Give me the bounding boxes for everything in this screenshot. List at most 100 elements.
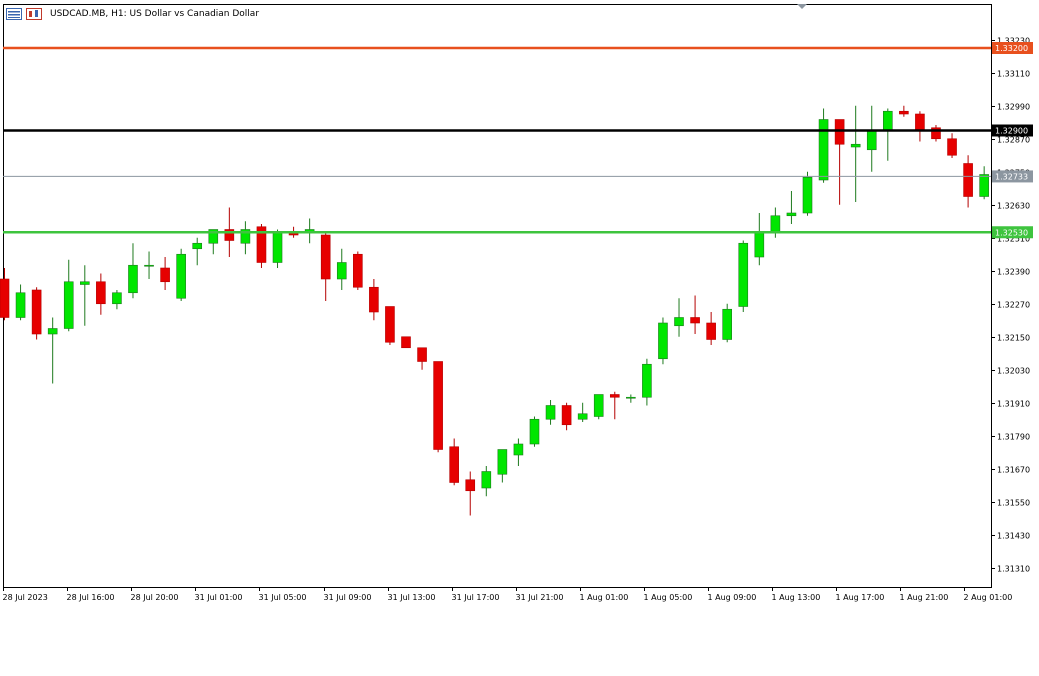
y-tick-label: 1.31670 [997,466,1030,475]
x-tick-label: 1 Aug 05:00 [644,593,693,602]
candle-body[interactable] [561,405,572,426]
plot-border [3,4,992,588]
candle-body[interactable] [31,289,42,335]
y-tick-label: 1.32510 [997,235,1030,244]
x-tick-label: 1 Aug 09:00 [708,593,757,602]
x-tick-label: 28 Jul 20:00 [131,593,179,602]
candle-body[interactable] [609,394,620,398]
candle-body[interactable] [899,110,909,115]
candle-body[interactable] [754,231,765,258]
x-tick-label: 1 Aug 01:00 [580,593,629,602]
y-tick-label: 1.31790 [997,433,1030,442]
candle-body[interactable] [385,306,395,343]
candle-body[interactable] [979,174,989,197]
list-icon[interactable] [6,8,22,20]
candle-body[interactable] [192,242,203,250]
candle-body[interactable] [417,347,427,362]
candle-body[interactable] [738,242,749,307]
candle-body[interactable] [112,292,122,305]
candle-body[interactable] [706,322,716,340]
candle-body[interactable] [545,405,556,420]
candle-body[interactable] [433,361,443,450]
x-tick-label: 28 Jul 16:00 [67,593,115,602]
candle-body[interactable] [947,138,957,156]
y-tick-label: 1.32270 [997,301,1030,310]
x-tick-label: 31 Jul 01:00 [195,593,243,602]
y-tick-label: 1.32150 [997,334,1030,343]
candle-body[interactable] [465,479,476,492]
candle-body[interactable] [160,267,170,283]
candle-body[interactable] [272,231,283,263]
candle-body[interactable] [128,264,138,294]
candle-body[interactable] [80,281,90,285]
candle-body[interactable] [722,308,733,340]
candle-body[interactable] [497,449,508,475]
candle-body[interactable] [63,281,74,329]
y-tick-label: 1.31430 [997,532,1030,541]
price-level-label: 1.33200 [995,44,1028,53]
candle-body[interactable] [176,253,186,299]
candle-body[interactable] [770,215,781,233]
candle-body[interactable] [449,446,459,483]
candle-body[interactable] [626,396,636,399]
candle-body[interactable] [513,443,524,456]
y-tick-label: 1.32630 [997,202,1030,211]
candle-body[interactable] [208,229,219,244]
candle-body[interactable] [593,394,604,417]
y-tick-label: 1.31310 [997,565,1030,574]
candle-body[interactable] [674,317,684,327]
price-level-badge [992,124,1033,137]
candle-body[interactable] [690,317,700,324]
price-level-label: 1.32733 [995,172,1028,181]
candle-body[interactable] [0,278,10,318]
price-level-label: 1.32900 [995,127,1028,136]
candle-body[interactable] [882,110,893,131]
shift-marker-icon[interactable] [797,4,807,9]
candle-body[interactable] [47,328,58,335]
candle-body[interactable] [256,226,267,263]
x-tick-label: 31 Jul 05:00 [259,593,307,602]
y-tick-label: 1.33110 [997,70,1030,79]
candle-body[interactable] [353,253,363,288]
candle-body[interactable] [15,292,26,318]
x-tick-label: 1 Aug 21:00 [900,593,949,602]
candle-body[interactable] [642,363,652,398]
candle-body[interactable] [240,229,251,244]
candle-body[interactable] [818,119,829,181]
price-level-badge [992,42,1033,54]
x-tick-label: 31 Jul 09:00 [324,593,372,602]
candle-body[interactable] [577,413,588,420]
candle-body[interactable] [369,286,379,313]
candle-body[interactable] [963,163,973,197]
price-level-badge [992,226,1033,239]
price-level-badge [992,170,1033,183]
y-tick-label: 1.33230 [997,37,1030,46]
candle-body[interactable] [915,113,925,131]
candle-body[interactable] [850,143,861,148]
candle-body[interactable] [658,322,668,360]
candle-body[interactable] [529,418,540,445]
candle-body[interactable] [802,176,813,214]
candle-body[interactable] [931,127,941,140]
y-tick-label: 1.31550 [997,499,1030,508]
candle-body[interactable] [336,262,347,280]
candle-body[interactable] [866,130,877,151]
x-tick-label: 31 Jul 13:00 [388,593,436,602]
price-level-label: 1.32530 [995,228,1028,237]
x-tick-label: 31 Jul 17:00 [452,593,500,602]
candle-body[interactable] [834,119,845,145]
chart-type-icon[interactable] [26,8,42,20]
candle-body[interactable] [481,471,492,489]
x-tick-label: 2 Aug 01:00 [964,593,1013,602]
x-tick-label: 1 Aug 17:00 [836,593,885,602]
candle-body[interactable] [320,234,331,280]
candle-body[interactable] [144,264,154,267]
candle-body[interactable] [401,336,411,349]
candle-body[interactable] [224,229,235,241]
chart-title: USDCAD.MB, H1: US Dollar vs Canadian Dol… [50,9,260,19]
y-tick-label: 1.32870 [997,136,1030,145]
candle-body[interactable] [96,281,106,305]
candle-body[interactable] [786,212,797,217]
